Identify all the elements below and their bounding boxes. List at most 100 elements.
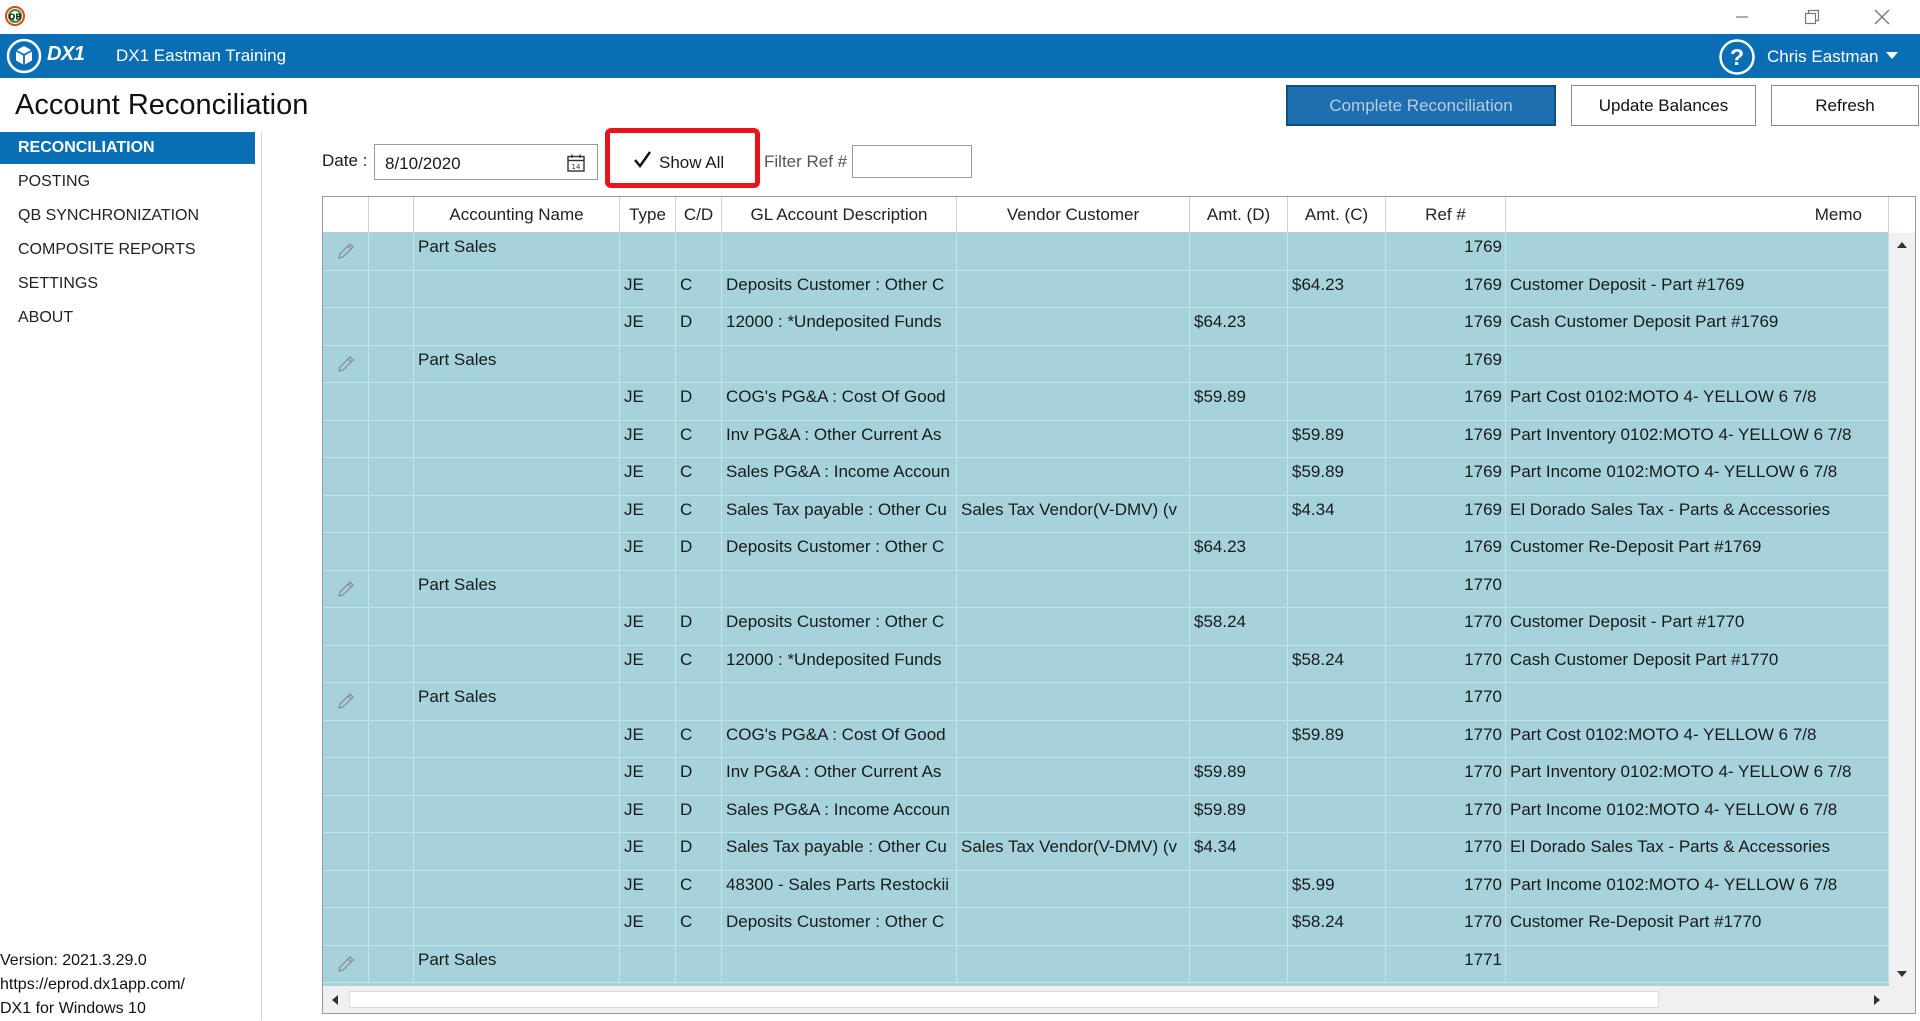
table-row[interactable]: JE C Sales PG&A : Income Accoun $59.89 1769 P… [323,458,1889,496]
cell-edit [323,945,369,983]
cell-amt-d [1190,908,1288,945]
table-row[interactable]: JE D Sales Tax payable : Other Cu Sales Tax… [323,833,1889,871]
chevron-down-icon[interactable] [1886,52,1898,60]
table-row[interactable]: JE D Inv PG&A : Other Current As $59.89 1770… [323,758,1889,796]
user-menu[interactable]: Chris Eastman [1767,47,1879,66]
maximize-icon[interactable] [1789,4,1835,30]
group-row[interactable]: Part Sales 1770 [323,683,1889,721]
quickbooks-sync-icon: QB [5,6,25,26]
cell-type [620,345,676,383]
cell-select [369,233,414,270]
cell-vendor-customer [957,908,1190,945]
cell-edit [323,495,369,533]
show-all-checkbox[interactable] [631,149,653,171]
pencil-icon[interactable] [335,578,357,600]
cell-ref: 1769 [1386,458,1506,495]
show-all-label[interactable]: Show All [659,153,725,172]
filter-ref-input[interactable] [852,145,972,178]
pencil-icon[interactable] [335,690,357,712]
header-gl-account[interactable]: GL Account Description [722,197,957,233]
scroll-right-icon[interactable] [1865,986,1889,1013]
cell-type: JE [620,870,676,908]
scroll-left-icon[interactable] [323,986,347,1013]
table-row[interactable]: JE D Deposits Customer : Other C $64.23 1769… [323,533,1889,571]
help-icon[interactable]: ? [1718,38,1756,76]
table-row[interactable]: JE C Deposits Customer : Other C $58.24 1770… [323,908,1889,946]
header-vendor-customer[interactable]: Vendor Customer [957,197,1190,233]
pencil-icon[interactable] [335,353,357,375]
complete-reconciliation-button[interactable]: Complete Reconciliation [1286,85,1556,126]
cell-type: JE [620,645,676,683]
cell-gl-account: COG's PG&A : Cost Of Good [722,383,957,420]
date-picker[interactable]: 8/10/2020 14 [374,144,598,180]
table-row[interactable]: JE D COG's PG&A : Cost Of Good $59.89 1769 Pa… [323,383,1889,421]
cell-gl-account: 12000 : *Undeposited Funds [722,645,957,683]
cell-select [369,683,414,720]
cell-ref: 1770 [1386,870,1506,908]
reconciliation-grid: Accounting Name Type C/D GL Account Desc… [322,196,1916,1014]
table-row[interactable]: JE C 48300 - Sales Parts Restockii $5.99 177… [323,870,1889,908]
refresh-button[interactable]: Refresh [1771,85,1919,126]
close-icon[interactable] [1859,4,1905,30]
vertical-scroll-thumb[interactable] [1893,259,1911,851]
dx1-logo-icon[interactable] [6,38,42,74]
table-row[interactable]: JE D Sales PG&A : Income Accoun $59.89 1770 P… [323,795,1889,833]
filter-ref-label: Filter Ref # [764,152,848,171]
header-amt-c[interactable]: Amt. (C) [1288,197,1386,233]
table-row[interactable]: JE C Inv PG&A : Other Current As $59.89 1769… [323,420,1889,458]
header-cd[interactable]: C/D [676,197,722,233]
group-row[interactable]: Part Sales 1770 [323,570,1889,608]
header-type[interactable]: Type [620,197,676,233]
pencil-icon[interactable] [335,240,357,262]
header-amt-d[interactable]: Amt. (D) [1190,197,1288,233]
date-value[interactable]: 8/10/2020 [385,154,461,173]
cell-accounting-name: Part Sales [414,233,620,270]
vertical-scrollbar[interactable] [1889,233,1915,986]
cell-cd: D [676,308,722,345]
cell-type: JE [620,458,676,495]
scroll-down-icon[interactable] [1889,962,1915,986]
cell-cd [676,570,722,608]
scroll-up-icon[interactable] [1889,233,1915,257]
sidebar-item-composite-reports[interactable]: COMPOSITE REPORTS [18,241,196,258]
cell-amt-c [1288,308,1386,345]
cell-select [369,270,414,308]
cell-amt-d [1190,233,1288,270]
sidebar-item-settings[interactable]: SETTINGS [18,275,99,292]
update-balances-button[interactable]: Update Balances [1571,85,1756,126]
horizontal-scrollbar[interactable] [323,986,1889,1013]
header-memo[interactable]: Memo [1506,197,1889,233]
sidebar-item-posting[interactable]: POSTING [18,173,91,190]
cell-type: JE [620,495,676,533]
table-row[interactable]: JE D 12000 : *Undeposited Funds $64.23 1769 C… [323,308,1889,346]
cell-cd [676,345,722,383]
cell-accounting-name [414,795,620,833]
calendar-icon[interactable]: 14 [566,153,586,173]
group-row[interactable]: Part Sales 1769 [323,345,1889,383]
table-row[interactable]: JE C Sales Tax payable : Other Cu Sales Tax… [323,495,1889,533]
sidebar-item-reconciliation[interactable]: RECONCILIATION [0,132,255,164]
cell-memo [1506,345,1889,383]
header-ref[interactable]: Ref # [1386,197,1506,233]
group-row[interactable]: Part Sales 1769 [323,233,1889,271]
table-row[interactable]: JE C 12000 : *Undeposited Funds $58.24 1770 C… [323,645,1889,683]
cell-memo: Customer Deposit - Part #1769 [1506,270,1889,308]
table-row[interactable]: JE C Deposits Customer : Other C $64.23 1769… [323,270,1889,308]
sidebar-item-about[interactable]: ABOUT [18,309,74,326]
cell-memo: Part Income 0102:MOTO 4- YELLOW 6 7/8 [1506,795,1889,833]
cell-gl-account: Sales PG&A : Income Accoun [722,458,957,495]
grid-header: Accounting Name Type C/D GL Account Desc… [323,197,1889,233]
table-row[interactable]: JE C COG's PG&A : Cost Of Good $59.89 1770 Pa… [323,720,1889,758]
pencil-icon[interactable] [335,953,357,975]
scrollbar-corner [1889,986,1915,1013]
sidebar-item-qb-synchronization[interactable]: QB SYNCHRONIZATION [18,207,200,224]
cell-gl-account: 48300 - Sales Parts Restockii [722,870,957,908]
cell-vendor-customer [957,758,1190,795]
table-row[interactable]: JE D Deposits Customer : Other C $58.24 1770… [323,608,1889,646]
header-accounting-name[interactable]: Accounting Name [414,197,620,233]
cell-amt-d: $59.89 [1190,758,1288,795]
group-row[interactable]: Part Sales 1771 [323,945,1889,983]
cell-gl-account [722,233,957,270]
horizontal-scroll-thumb[interactable] [349,991,1659,1008]
minimize-icon[interactable] [1719,4,1765,30]
